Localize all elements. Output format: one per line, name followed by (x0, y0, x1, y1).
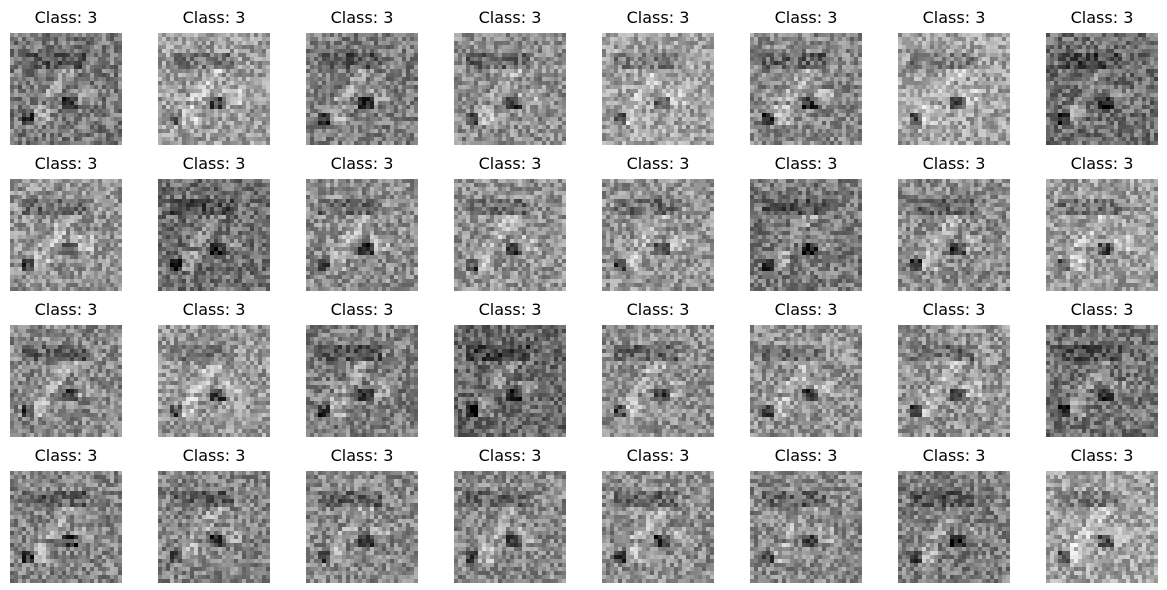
grayscale-image (454, 325, 566, 437)
cell-title: Class: 3 (478, 154, 542, 173)
grayscale-image (454, 471, 566, 583)
grayscale-image (454, 33, 566, 145)
grayscale-image (898, 471, 1010, 583)
cell-title: Class: 3 (182, 154, 246, 173)
grayscale-image (10, 325, 122, 437)
grayscale-image (602, 33, 714, 145)
cell-title: Class: 3 (478, 446, 542, 465)
grayscale-image (158, 33, 270, 145)
grayscale-image (602, 179, 714, 291)
grayscale-image (1046, 33, 1158, 145)
grayscale-image (306, 179, 418, 291)
cell-title: Class: 3 (478, 300, 542, 319)
grayscale-image (602, 325, 714, 437)
cell-title: Class: 3 (330, 446, 394, 465)
cell-title: Class: 3 (182, 300, 246, 319)
cell-title: Class: 3 (34, 154, 98, 173)
grayscale-image (306, 471, 418, 583)
grayscale-image (1046, 179, 1158, 291)
grayscale-image (306, 325, 418, 437)
grayscale-image (1046, 325, 1158, 437)
grayscale-image (158, 325, 270, 437)
cell-title: Class: 3 (774, 300, 838, 319)
cell-title: Class: 3 (34, 300, 98, 319)
cell-title: Class: 3 (1070, 300, 1134, 319)
cell-title: Class: 3 (330, 8, 394, 27)
grayscale-image (1046, 471, 1158, 583)
cell-title: Class: 3 (922, 154, 986, 173)
cell-title: Class: 3 (34, 8, 98, 27)
cell-title: Class: 3 (774, 446, 838, 465)
grayscale-image (750, 471, 862, 583)
cell-title: Class: 3 (774, 154, 838, 173)
cell-title: Class: 3 (626, 446, 690, 465)
grayscale-image (158, 471, 270, 583)
grayscale-image (602, 471, 714, 583)
cell-title: Class: 3 (34, 446, 98, 465)
cell-title: Class: 3 (626, 8, 690, 27)
cell-title: Class: 3 (922, 300, 986, 319)
grayscale-image (10, 179, 122, 291)
grayscale-image (898, 325, 1010, 437)
grayscale-image (750, 33, 862, 145)
cell-title: Class: 3 (478, 8, 542, 27)
cell-title: Class: 3 (182, 446, 246, 465)
cell-title: Class: 3 (330, 154, 394, 173)
cell-title: Class: 3 (922, 446, 986, 465)
grayscale-image (750, 179, 862, 291)
grayscale-image (898, 179, 1010, 291)
grayscale-image (898, 33, 1010, 145)
cell-title: Class: 3 (1070, 154, 1134, 173)
grayscale-image (10, 471, 122, 583)
cell-title: Class: 3 (182, 8, 246, 27)
grayscale-image (750, 325, 862, 437)
cell-title: Class: 3 (626, 300, 690, 319)
cell-title: Class: 3 (626, 154, 690, 173)
grayscale-image (306, 33, 418, 145)
grayscale-image (10, 33, 122, 145)
grayscale-image (454, 179, 566, 291)
cell-title: Class: 3 (922, 8, 986, 27)
cell-title: Class: 3 (1070, 446, 1134, 465)
cell-title: Class: 3 (774, 8, 838, 27)
cell-title: Class: 3 (330, 300, 394, 319)
grayscale-image (158, 179, 270, 291)
cell-title: Class: 3 (1070, 8, 1134, 27)
